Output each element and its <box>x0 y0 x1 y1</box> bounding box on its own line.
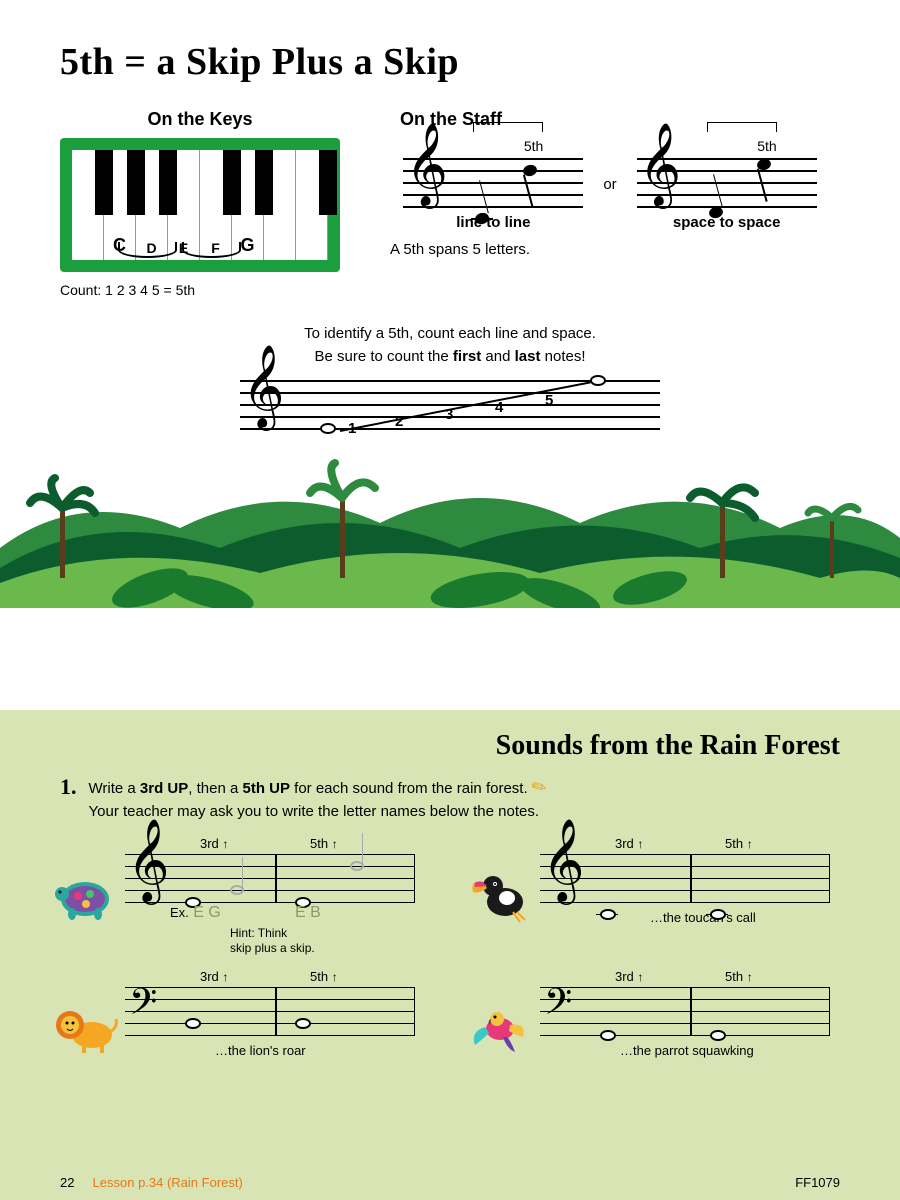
parrot-icon <box>465 997 535 1057</box>
treble-clef-icon: 𝄞 <box>242 362 285 410</box>
exercise-grid: 3rd ↑ 5th ↑ 𝄞 Ex. E G E B <box>60 854 840 1058</box>
exercise-caption: …the toucan's call <box>650 910 840 925</box>
ghost-note <box>230 885 244 895</box>
jungle-illustration <box>0 448 900 608</box>
note <box>522 163 538 177</box>
exercise-turtle: 3rd ↑ 5th ↑ 𝄞 Ex. E G E B <box>60 854 425 957</box>
staff-lines: 𝄞 <box>403 158 583 206</box>
exercise-caption: …the parrot squawking <box>620 1043 840 1058</box>
section-heading: Sounds from the Rain Forest <box>60 730 840 762</box>
exercise-caption: …the lion's roar <box>215 1043 425 1058</box>
hint-text: Hint: Think skip plus a skip. <box>230 926 425 957</box>
toucan-icon <box>465 864 535 924</box>
exercise-section: Sounds from the Rain Forest 1. Write a 3… <box>0 710 900 1200</box>
lion-icon <box>50 997 120 1057</box>
middle-instruction: To identify a 5th, count each line and s… <box>60 323 840 368</box>
staff-lines: 𝄞 1 2 3 4 5 <box>240 380 660 428</box>
exercise-staff: 3rd ↑ 5th ↑ 𝄢 <box>125 987 415 1035</box>
exercise-toucan: 3rd ↑ 5th ↑ 𝄞 …the toucan's call <box>475 854 840 957</box>
turtle-icon <box>50 864 120 924</box>
keys-block: On the Keys C D E F G <box>60 109 340 298</box>
top-section: 5th = a Skip Plus a Skip On the Keys C D… <box>0 0 900 428</box>
staff-row: 5th 𝄞 line to line or 5th <box>380 138 840 231</box>
row-keys-staff: On the Keys C D E F G <box>60 109 840 298</box>
treble-clef-icon: 𝄞 <box>405 140 448 188</box>
whole-note <box>600 1030 616 1041</box>
whole-note <box>710 909 726 920</box>
ghost-note <box>350 861 364 871</box>
staff-block: On the Staff 5th 𝄞 line to line <box>380 109 840 258</box>
bass-clef-icon: 𝄢 <box>129 983 157 1031</box>
page: 5th = a Skip Plus a Skip On the Keys C D… <box>0 0 900 1200</box>
exercise-staff: 3rd ↑ 5th ↑ 𝄞 Ex. E G E B <box>125 854 415 922</box>
counting-staff: 𝄞 1 2 3 4 5 <box>240 380 660 428</box>
staff-space-to-space: 5th 𝄞 space to space <box>637 138 817 231</box>
page-title: 5th = a Skip Plus a Skip <box>60 40 840 84</box>
whole-note <box>590 375 606 386</box>
treble-clef-icon: 𝄞 <box>127 836 170 884</box>
black-key <box>319 150 337 215</box>
whole-note <box>710 1030 726 1041</box>
exercise-number: 1. <box>60 774 77 799</box>
whole-note <box>600 909 616 920</box>
staff-lines: 𝄞 <box>637 158 817 206</box>
whole-note <box>185 1018 201 1029</box>
treble-clef-icon: 𝄞 <box>542 836 585 884</box>
exercise-lion: 3rd ↑ 5th ↑ 𝄢 …the lion's roar <box>60 987 425 1058</box>
or-text: or <box>603 176 616 193</box>
bass-clef-icon: 𝄢 <box>544 983 572 1031</box>
span-text: A 5th spans 5 letters. <box>390 241 840 258</box>
staff-sublabel: line to line <box>403 214 583 231</box>
lesson-ref: Lesson p.34 (Rain Forest) <box>93 1175 243 1190</box>
pencil-icon: ✎ <box>526 772 553 803</box>
skip-arcs <box>72 242 328 260</box>
black-key <box>159 150 177 215</box>
exercise-prompt: 1. Write a 3rd UP, then a 5th UP for eac… <box>60 774 840 824</box>
keyboard-frame: C D E F G <box>60 138 340 272</box>
black-key <box>95 150 113 215</box>
staff-line-to-line: 5th 𝄞 line to line <box>403 138 583 231</box>
whole-note <box>295 1018 311 1029</box>
keys-heading: On the Keys <box>60 109 340 130</box>
black-key <box>255 150 273 215</box>
black-key <box>127 150 145 215</box>
exercise-staff: 3rd ↑ 5th ↑ 𝄞 <box>540 854 830 902</box>
exercise-staff: 3rd ↑ 5th ↑ 𝄢 <box>540 987 830 1035</box>
black-key <box>223 150 241 215</box>
jungle-svg <box>0 448 900 608</box>
staff-sublabel: space to space <box>637 214 817 231</box>
book-code: FF1079 <box>795 1175 840 1190</box>
exercise-parrot: 3rd ↑ 5th ↑ 𝄢 …the parrot squawking <box>475 987 840 1058</box>
whole-note <box>320 423 336 434</box>
count-row: Count: 1 2 3 4 5 = 5th <box>60 282 340 298</box>
page-footer: 22 Lesson p.34 (Rain Forest) FF1079 <box>0 1175 900 1190</box>
page-number: 22 <box>60 1175 74 1190</box>
treble-clef-icon: 𝄞 <box>639 140 682 188</box>
